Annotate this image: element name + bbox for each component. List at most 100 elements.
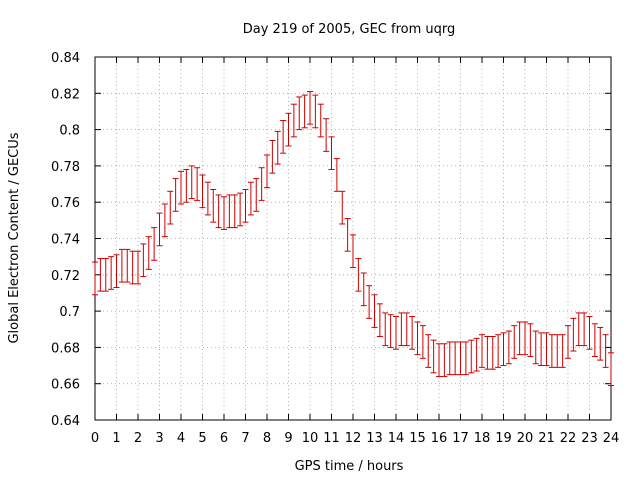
y-tick-label: 0.78 <box>51 160 80 175</box>
error-bar-point <box>484 336 491 370</box>
x-axis-label: GPS time / hours <box>295 459 404 474</box>
y-axis-label: Global Electron Content / GECUs <box>7 132 22 343</box>
y-tick-label: 0.7 <box>59 305 80 320</box>
y-tick-label: 0.76 <box>51 196 80 211</box>
error-bar-point <box>398 312 405 347</box>
error-bar-point <box>97 257 104 292</box>
x-tick-label: 21 <box>538 431 555 446</box>
x-tick-label: 9 <box>284 431 292 446</box>
error-bar-point <box>538 332 545 367</box>
error-bar-point <box>274 130 281 165</box>
y-tick-label: 0.74 <box>51 233 80 248</box>
error-bar-point <box>204 181 211 216</box>
error-bar-point <box>231 194 238 229</box>
x-tick-label: 18 <box>474 431 491 446</box>
x-tick-label: 14 <box>388 431 405 446</box>
error-bar-point <box>113 254 120 289</box>
error-bar-point <box>597 326 604 361</box>
error-bar-point <box>253 178 260 212</box>
error-bar-point <box>237 192 244 227</box>
error-bar-point <box>264 154 270 189</box>
error-bar-point <box>554 334 561 368</box>
y-tick-label: 0.82 <box>51 87 80 102</box>
error-bar-point <box>285 112 292 147</box>
error-bar-point <box>280 120 287 154</box>
x-tick-label: 7 <box>241 431 249 446</box>
error-bar-point <box>532 330 539 365</box>
x-tick-label: 3 <box>155 431 163 446</box>
error-bar-point <box>446 341 453 376</box>
error-bar-point <box>92 261 98 296</box>
error-bar-point <box>118 248 125 283</box>
error-bar-point <box>543 332 550 367</box>
error-bar-point <box>360 272 367 307</box>
y-tick-label: 0.66 <box>51 378 80 393</box>
x-tick-label: 22 <box>560 431 577 446</box>
error-bar-point <box>462 341 469 376</box>
error-bar-point <box>559 334 566 368</box>
error-bar-point <box>296 96 303 131</box>
x-tick-label: 4 <box>177 431 185 446</box>
x-tick-label: 24 <box>603 431 620 446</box>
error-bar-point <box>339 190 346 225</box>
error-bar-point <box>290 103 297 138</box>
error-bar-point <box>570 317 577 352</box>
error-bar-point <box>247 181 254 216</box>
x-tick-label: 13 <box>366 431 383 446</box>
x-tick-label: 12 <box>345 431 362 446</box>
error-bar-point <box>409 316 416 350</box>
x-tick-label: 16 <box>431 431 448 446</box>
error-bar-point <box>108 256 115 290</box>
error-bar-point <box>178 170 184 205</box>
error-bar-point <box>301 94 308 129</box>
error-bar-point <box>226 194 233 229</box>
error-bar-point <box>129 250 136 285</box>
x-tick-label: 17 <box>452 431 469 446</box>
error-bar-point <box>387 314 394 348</box>
x-tick-label: 2 <box>134 431 142 446</box>
error-bar-point <box>167 190 174 225</box>
error-bar-point <box>140 243 147 278</box>
error-bar-point <box>500 332 507 367</box>
x-tick-label: 5 <box>198 431 206 446</box>
error-bar-point <box>414 321 421 356</box>
error-bar-point <box>516 321 523 356</box>
error-bar-point <box>473 337 480 372</box>
error-bar-point <box>172 178 179 212</box>
error-bar-point <box>468 339 475 374</box>
error-bar-point <box>194 167 201 201</box>
error-bar-point <box>586 316 593 350</box>
error-bar-point <box>425 334 432 368</box>
error-bar-point <box>242 188 249 223</box>
error-bar-point <box>393 316 399 350</box>
error-bar-point <box>581 312 588 347</box>
error-bar-point <box>419 325 426 359</box>
error-bar-point <box>188 165 195 200</box>
x-tick-label: 23 <box>581 431 598 446</box>
error-bar-point <box>151 227 158 261</box>
error-bar-point <box>376 303 383 338</box>
x-tick-label: 8 <box>263 431 271 446</box>
y-tick-labels: 0.64 0.66 0.68 0.7 0.72 0.74 0.76 0.78 0.8 0.82 0.… <box>51 51 80 429</box>
x-tick-label: 0 <box>91 431 99 446</box>
error-bar-point <box>344 218 351 252</box>
error-bar-point <box>436 343 442 377</box>
error-bar-point <box>317 103 324 138</box>
x-tick-label: 11 <box>323 431 340 446</box>
x-tick-label: 6 <box>220 431 228 446</box>
x-tick-label: 10 <box>302 431 319 446</box>
y-tick-label: 0.72 <box>51 269 80 284</box>
error-bar-point <box>183 169 190 203</box>
error-bar-point <box>457 341 464 376</box>
x-tick-label: 19 <box>495 431 512 446</box>
error-bar-point <box>323 118 330 152</box>
y-tick-label: 0.64 <box>51 414 80 429</box>
error-bar-point <box>527 323 534 357</box>
error-bar-point <box>441 343 448 377</box>
error-bar-point <box>511 325 518 359</box>
error-bar-point <box>215 194 222 229</box>
error-bar-point <box>221 196 227 230</box>
error-bar-point <box>333 158 340 192</box>
error-bar-point <box>565 325 571 359</box>
